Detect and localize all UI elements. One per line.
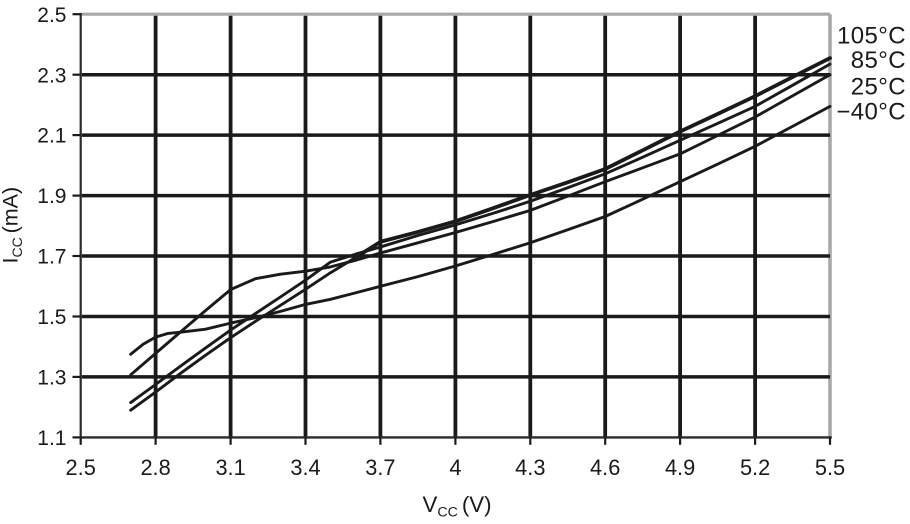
svg-text:5.2: 5.2 (740, 455, 770, 480)
svg-text:4: 4 (449, 455, 461, 480)
svg-text:−40°C: −40°C (836, 99, 906, 126)
svg-text:1.7: 1.7 (37, 246, 66, 269)
svg-text:4.9: 4.9 (665, 455, 695, 480)
svg-text:105°C: 105°C (837, 23, 906, 50)
svg-text:2.5: 2.5 (66, 455, 96, 480)
svg-text:3.7: 3.7 (365, 455, 395, 480)
svg-text:85°C: 85°C (851, 47, 906, 74)
svg-text:25°C: 25°C (851, 74, 906, 101)
svg-text:1.9: 1.9 (37, 185, 66, 208)
svg-text:2.8: 2.8 (140, 455, 170, 480)
svg-text:3.1: 3.1 (215, 455, 245, 480)
svg-text:2.1: 2.1 (37, 125, 66, 148)
svg-text:1.5: 1.5 (37, 306, 66, 329)
svg-text:3.4: 3.4 (290, 455, 320, 480)
svg-text:4.3: 4.3 (515, 455, 545, 480)
svg-text:2.3: 2.3 (37, 64, 66, 87)
svg-text:4.6: 4.6 (590, 455, 620, 480)
svg-text:2.5: 2.5 (37, 4, 66, 27)
svg-text:5.5: 5.5 (815, 455, 845, 480)
svg-text:1.3: 1.3 (37, 367, 66, 390)
svg-text:1.1: 1.1 (37, 427, 66, 450)
